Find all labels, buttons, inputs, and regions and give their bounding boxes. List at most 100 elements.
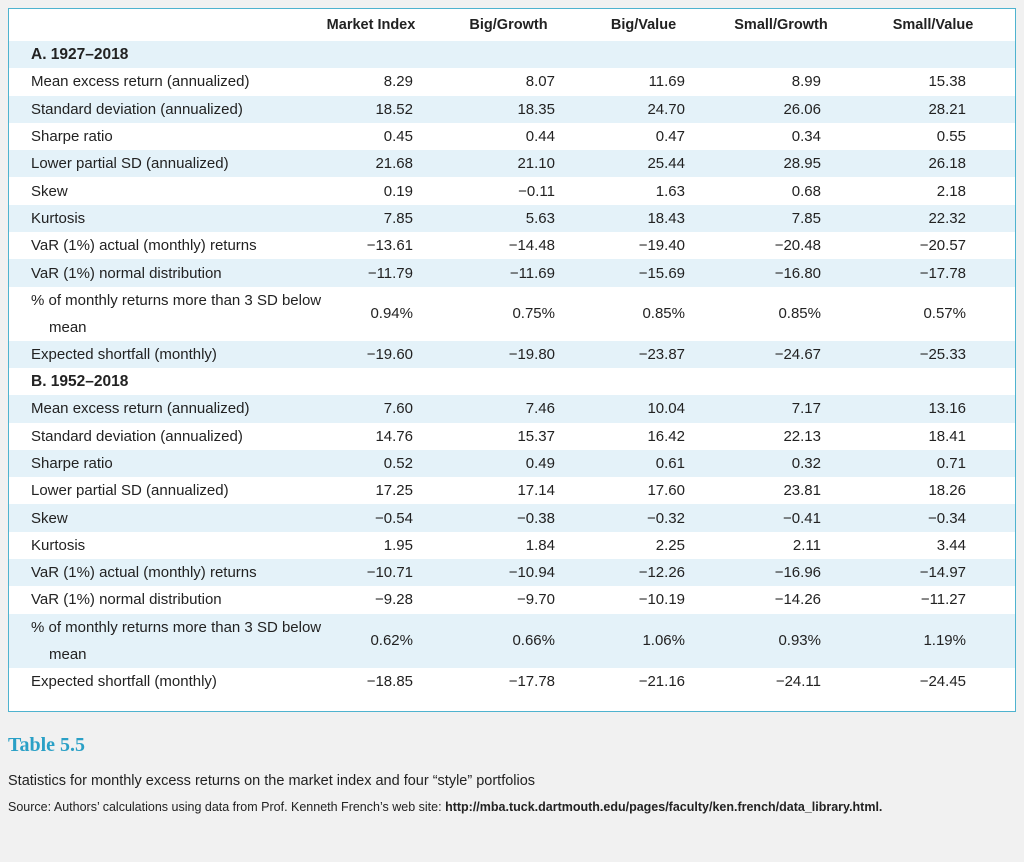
value-cell: −14.97 — [851, 559, 1015, 587]
row-label: Kurtosis — [31, 209, 86, 227]
value-cell: 15.37 — [517, 427, 555, 445]
value-cell: −18.85 — [366, 672, 413, 690]
row-label: Lower partial SD (annualized) — [31, 155, 229, 173]
value-cell: 0.71 — [851, 449, 1015, 478]
data-row: VaR (1%) actual (monthly) returns −13.61 −… — [9, 232, 1015, 259]
table-frame: Market Index Big/Growth Big/Value Small/Gro… — [8, 8, 1016, 712]
row-label-cell: Mean excess return (annualized) — [9, 68, 301, 95]
value-cell: 0.45 — [383, 128, 413, 146]
value-cell: 26.06 — [711, 95, 851, 123]
value-cell: 0.85% — [642, 305, 685, 323]
data-row: Sharpe ratio 0.52 0.49 0.61 0.32 0.71 — [9, 449, 1015, 478]
row-label: Mean excess return (annualized) — [31, 400, 250, 418]
value-cell: −16.96 — [711, 559, 851, 587]
data-row: Skew 0.19 −0.11 1.63 0.68 2.18 — [9, 177, 1015, 204]
row-label: VaR (1%) normal distribution — [31, 591, 222, 609]
value-cell: 0.68 — [791, 182, 821, 200]
row-label-cell: Standard deviation (annualized) — [9, 95, 301, 123]
data-row: Standard deviation (annualized) 14.76 15.3… — [9, 423, 1015, 450]
value-cell: 1.19% — [851, 613, 1015, 668]
value-cell: −0.41 — [711, 504, 851, 532]
section-row: A. 1927–2018 — [9, 41, 1015, 69]
value-cell: 17.14 — [517, 482, 555, 500]
value-cell: 28.95 — [711, 150, 851, 178]
value-cell: 0.75% — [512, 305, 555, 323]
row-label: Kurtosis — [31, 536, 86, 554]
row-label: VaR (1%) normal distribution — [31, 264, 222, 282]
value-cell: 2.11 — [792, 536, 821, 554]
value-cell: 7.60 — [301, 395, 441, 423]
value-cell: −11.79 — [301, 259, 441, 287]
value-cell: 22.32 — [851, 204, 1015, 233]
data-row: VaR (1%) normal distribution −9.28 −9.70 −1… — [9, 586, 1015, 613]
column-header: Big/Value — [610, 17, 677, 33]
value-cell: −14.26 — [774, 591, 821, 609]
table-body: A. 1927–2018 Mean excess return (annualiz… — [9, 41, 1015, 695]
value-cell: 25.44 — [576, 150, 711, 178]
value-cell: 7.85 — [301, 204, 441, 233]
table: Market Index Big/Growth Big/Value Small/Gro… — [9, 9, 1015, 695]
value-cell: 24.70 — [576, 95, 711, 123]
value-cell: −11.27 — [920, 591, 966, 609]
column-header: Big/Growth — [469, 17, 548, 33]
value-cell: −21.16 — [638, 672, 685, 690]
value-cell: −17.78 — [508, 672, 555, 690]
source-note: Source: Authors’ calculations using data… — [8, 799, 998, 815]
data-row: VaR (1%) normal distribution −11.79 −11.69… — [9, 259, 1015, 287]
value-cell: 1.06% — [576, 613, 711, 668]
value-cell: −17.78 — [851, 259, 1015, 287]
value-cell: 0.44 — [525, 128, 555, 146]
data-row: VaR (1%) actual (monthly) returns −10.71−… — [9, 559, 1015, 587]
value-cell: −10.19 — [638, 591, 685, 609]
value-cell: 0.55 — [936, 128, 966, 146]
row-label: % of monthly returns more than 3 SD belo… — [31, 291, 322, 336]
data-row: % of monthly returns more than 3 SD belo… — [9, 287, 1015, 341]
row-label: Lower partial SD (annualized) — [31, 482, 229, 500]
data-row: Lower partial SD (annualized) 21.68 21.10 2… — [9, 150, 1015, 178]
value-cell: 7.46 — [441, 395, 576, 423]
value-cell: 11.69 — [648, 73, 685, 91]
value-cell: −25.33 — [851, 340, 1015, 368]
value-cell: −0.38 — [441, 504, 576, 532]
row-label-cell: Standard deviation (annualized) — [9, 423, 301, 450]
value-cell: 2.25 — [655, 536, 685, 554]
value-cell: −20.48 — [774, 237, 821, 255]
value-cell: 22.13 — [783, 427, 821, 445]
column-header: Market Index — [326, 17, 416, 33]
data-row: Sharpe ratio 0.45 0.44 0.47 0.34 0.55 — [9, 123, 1015, 150]
value-cell: −24.11 — [775, 672, 821, 690]
value-cell: 16.42 — [647, 427, 685, 445]
data-row: Expected shortfall (monthly) −18.85 −17.78… — [9, 668, 1015, 695]
row-label: Skew — [31, 182, 68, 200]
value-cell: 1.63 — [655, 182, 685, 200]
row-label: Sharpe ratio — [31, 455, 113, 472]
value-cell: −24.45 — [919, 672, 966, 690]
row-label: % of monthly returns more than 3 SD belo… — [31, 618, 322, 663]
row-label: Mean excess return (annualized) — [31, 73, 250, 91]
row-label: Expected shortfall (monthly) — [31, 672, 217, 690]
section-row: B. 1952–2018 — [9, 368, 1015, 395]
row-label: Expected shortfall (monthly) — [31, 345, 217, 363]
value-cell: 0.85% — [778, 305, 821, 323]
value-cell: 8.99 — [791, 73, 821, 91]
data-row: Expected shortfall (monthly) −19.60 −19.80… — [9, 340, 1015, 368]
value-cell: 18.52 — [301, 95, 441, 123]
data-row: Mean excess return (annualized) 8.29 8.07 1… — [9, 68, 1015, 95]
row-label-cell: Kurtosis — [9, 204, 301, 233]
row-label-cell: VaR (1%) normal distribution — [9, 259, 301, 287]
row-label-cell: VaR (1%) normal distribution — [9, 586, 301, 613]
value-cell: 0.52 — [301, 449, 441, 478]
source-url: http://mba.tuck.dartmouth.edu/pages/facu… — [445, 800, 883, 814]
row-label-cell: Skew — [9, 177, 301, 204]
value-cell: −20.57 — [919, 237, 966, 255]
row-label-cell: Expected shortfall (monthly) — [9, 668, 301, 695]
value-cell: 0.62% — [301, 613, 441, 668]
value-cell: 26.18 — [851, 150, 1015, 178]
value-cell: 18.26 — [928, 482, 966, 500]
source-text: Source: Authors’ calculations using data… — [8, 800, 442, 814]
value-cell: 0.34 — [791, 128, 821, 146]
row-label-cell: Skew — [9, 504, 301, 532]
value-cell: −0.54 — [301, 504, 441, 532]
header-row: Market Index Big/Growth Big/Value Small/Gro… — [9, 9, 1015, 41]
